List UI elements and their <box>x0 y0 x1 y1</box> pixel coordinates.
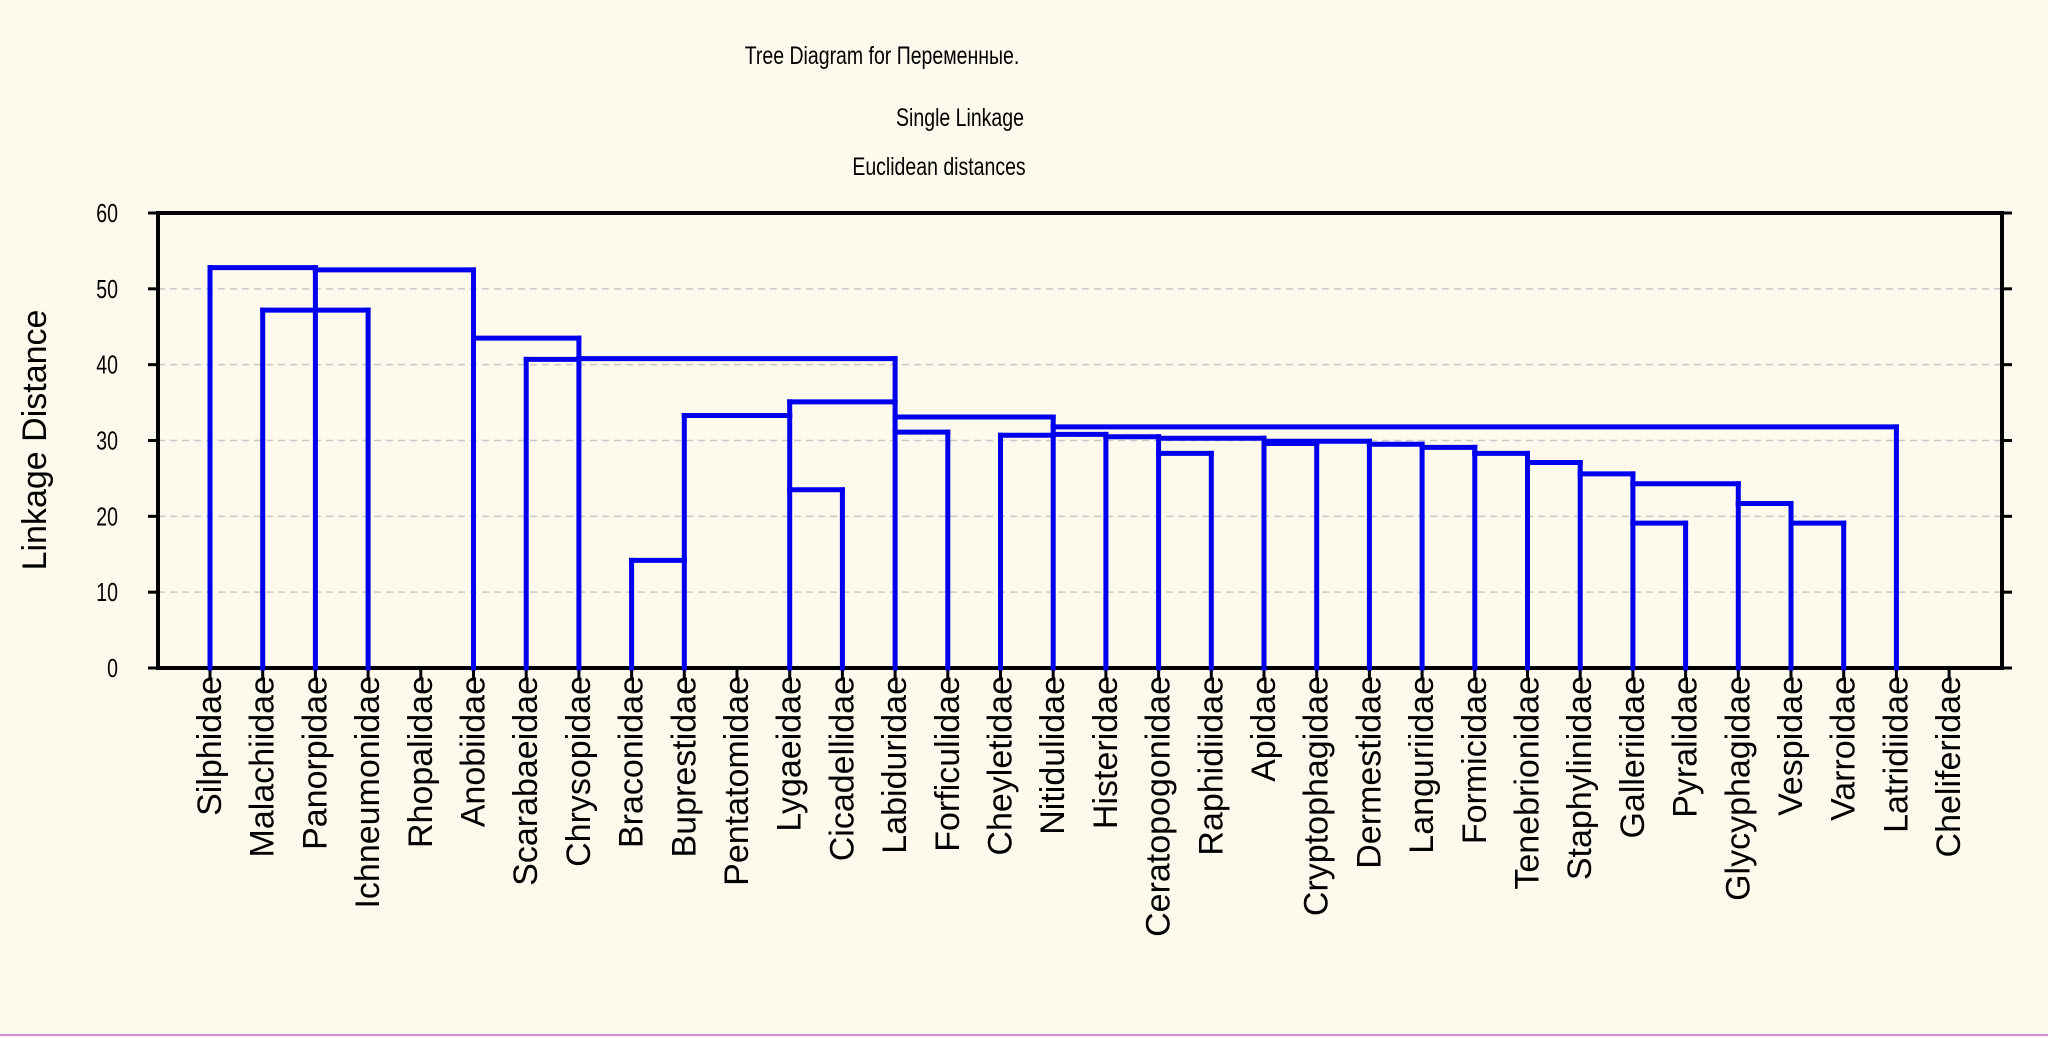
leaf-label: Apidae <box>1245 676 1283 782</box>
y-axis-ticks: 0 10 20 30 40 50 60 <box>96 198 2012 683</box>
y-tick-label: 40 <box>96 350 118 379</box>
leaf-label: Vespidae <box>1772 676 1810 816</box>
dendrogram-links <box>207 265 1899 671</box>
leaf-label: Tenebrionidae <box>1509 676 1547 890</box>
leaf-label: Ichneumonidae <box>349 676 387 909</box>
leaf-label: Varroidae <box>1825 676 1863 821</box>
leaf-label: Silphidae <box>191 676 229 816</box>
leaf-label: Forficulidae <box>929 676 967 852</box>
leaf-label: Ceratopogonidae <box>1140 676 1178 937</box>
leaf-label: Labiduridae <box>876 676 914 854</box>
leaf-label: Staphylinidae <box>1561 676 1599 880</box>
chart-subtitle-method: Single Linkage <box>896 104 1024 132</box>
leaf-label: Formicidae <box>1456 676 1494 844</box>
leaf-label: Panorpidae <box>296 676 334 850</box>
y-tick-label: 50 <box>96 274 118 303</box>
leaf-label: Languriidae <box>1403 676 1441 854</box>
leaf-label: Pyralidae <box>1667 676 1705 818</box>
leaf-label: Lygaeidae <box>771 676 809 832</box>
chart-subtitle-distance: Euclidean distances <box>852 153 1025 181</box>
leaf-label: Anobiidae <box>455 676 493 827</box>
leaf-label: Cicadellidae <box>823 676 861 861</box>
bottom-divider <box>0 1034 2048 1036</box>
y-tick-label: 30 <box>96 426 118 455</box>
leaf-label: Chrysopidae <box>560 676 598 867</box>
leaf-label: Rhopalidae <box>402 676 440 848</box>
leaf-label: Raphidiidae <box>1192 676 1230 856</box>
leaf-label: Latridiidae <box>1877 676 1915 833</box>
leaf-label: Scarabaeidae <box>507 676 545 886</box>
chart-title: Tree Diagram for Переменные. <box>745 42 1020 70</box>
y-tick-label: 0 <box>107 653 118 682</box>
y-tick-label: 10 <box>96 577 118 606</box>
leaf-label: Histeridae <box>1087 676 1125 829</box>
leaf-label: Pentatomidae <box>718 676 756 886</box>
leaf-labels: Silphidae Malachiidae Panorpidae Ichneumoni… <box>191 676 1968 937</box>
leaf-label: Dermestidae <box>1350 676 1388 869</box>
leaf-label: Cryptophagidae <box>1298 676 1336 916</box>
leaf-label: Cheyletidae <box>982 676 1020 856</box>
grid-lines <box>158 288 2002 593</box>
leaf-label: Galleriidae <box>1614 676 1652 839</box>
y-axis-label: Linkage Distance <box>16 310 54 571</box>
leaf-label: Braconidae <box>613 676 651 848</box>
leaf-label: Glycyphagidae <box>1719 676 1757 901</box>
leaf-label: Malachiidae <box>244 676 282 857</box>
y-tick-label: 60 <box>96 198 118 227</box>
y-tick-label: 20 <box>96 502 118 531</box>
leaf-label: Cheliferidae <box>1930 676 1968 857</box>
leaf-label: Buprestidae <box>665 676 703 857</box>
leaf-label: Nitidulidae <box>1034 676 1072 835</box>
